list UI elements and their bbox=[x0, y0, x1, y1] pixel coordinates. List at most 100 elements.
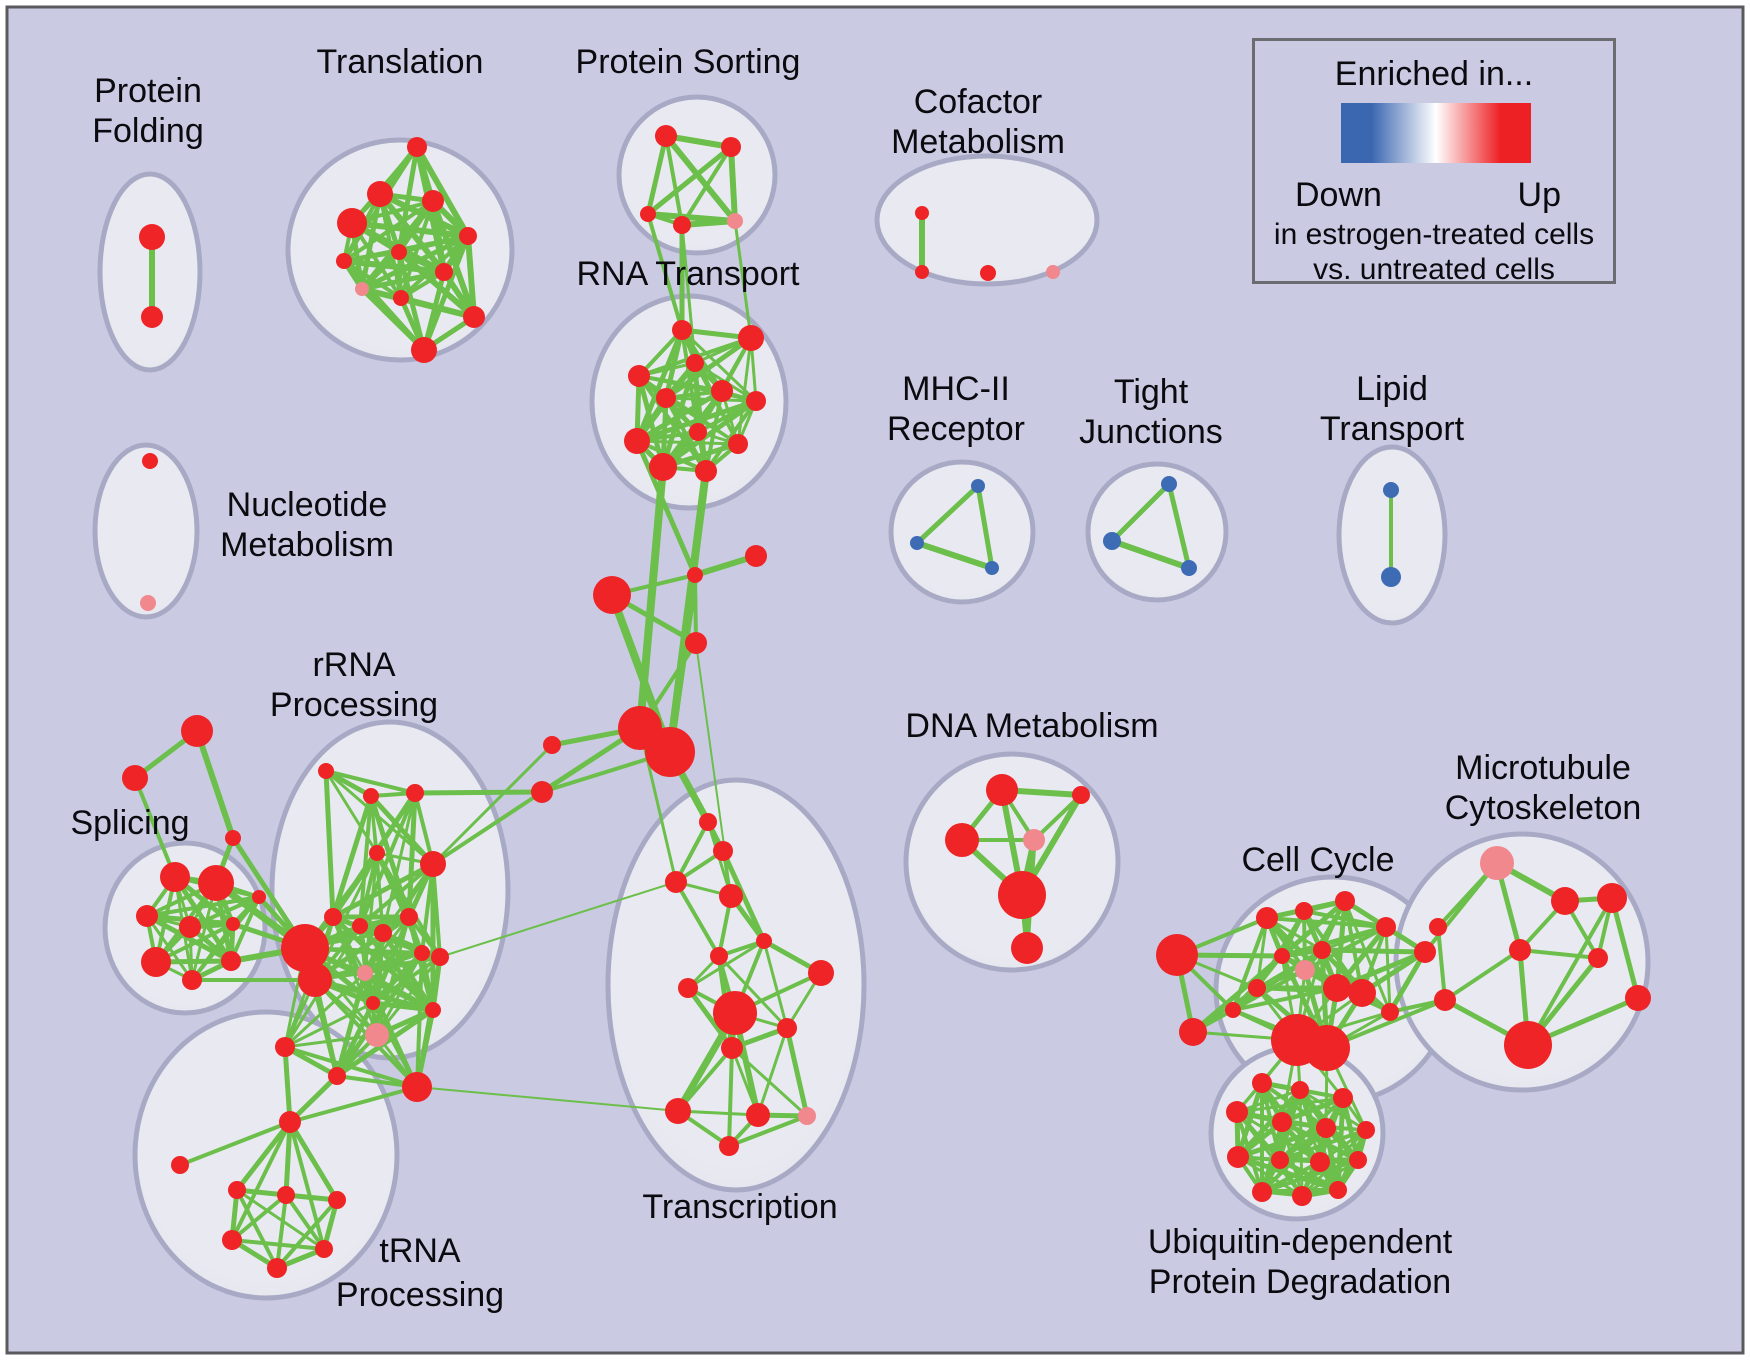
network-node[interactable] bbox=[980, 265, 996, 281]
network-edge[interactable] bbox=[283, 1119, 293, 1198]
network-edge[interactable] bbox=[288, 1120, 326, 1251]
network-node[interactable] bbox=[678, 978, 698, 998]
network-node[interactable] bbox=[363, 788, 379, 804]
network-node[interactable] bbox=[222, 1230, 242, 1250]
network-edge[interactable] bbox=[358, 791, 417, 928]
network-edge[interactable] bbox=[717, 954, 789, 1030]
network-edge[interactable] bbox=[235, 1188, 326, 1251]
network-node[interactable] bbox=[1226, 1101, 1248, 1123]
network-edge[interactable] bbox=[342, 199, 435, 263]
network-edge[interactable] bbox=[645, 133, 669, 217]
network-node[interactable] bbox=[1248, 979, 1266, 997]
network-node[interactable] bbox=[945, 823, 979, 857]
network-edge[interactable] bbox=[1609, 895, 1641, 1001]
network-edge[interactable] bbox=[1343, 899, 1392, 1014]
network-node[interactable] bbox=[1357, 1121, 1375, 1139]
network-edge[interactable] bbox=[975, 483, 995, 571]
network-link-edge[interactable] bbox=[133, 776, 177, 879]
network-node[interactable] bbox=[721, 137, 741, 157]
network-node[interactable] bbox=[1272, 1112, 1292, 1132]
network-node[interactable] bbox=[593, 576, 631, 614]
network-node[interactable] bbox=[1072, 786, 1090, 804]
network-edge[interactable] bbox=[375, 955, 442, 1037]
network-edge[interactable] bbox=[634, 398, 759, 444]
network-node[interactable] bbox=[687, 567, 703, 583]
network-node[interactable] bbox=[160, 862, 190, 892]
network-node[interactable] bbox=[915, 206, 929, 220]
network-edge[interactable] bbox=[1387, 949, 1428, 1015]
network-node[interactable] bbox=[122, 765, 148, 791]
network-link-edge[interactable] bbox=[636, 463, 667, 732]
network-node[interactable] bbox=[406, 784, 424, 802]
network-node[interactable] bbox=[279, 1111, 301, 1133]
network-node[interactable] bbox=[672, 320, 692, 340]
network-edge[interactable] bbox=[381, 791, 417, 935]
network-node[interactable] bbox=[808, 960, 834, 986]
network-edge[interactable] bbox=[1260, 1158, 1360, 1194]
network-node[interactable] bbox=[777, 1018, 797, 1038]
network-node[interactable] bbox=[719, 884, 743, 908]
network-node[interactable] bbox=[1179, 1018, 1207, 1046]
network-node[interactable] bbox=[746, 391, 766, 411]
network-node[interactable] bbox=[745, 545, 767, 567]
network-edge[interactable] bbox=[349, 220, 471, 239]
network-node[interactable] bbox=[1323, 974, 1351, 1002]
network-edge[interactable] bbox=[674, 820, 710, 884]
network-edge[interactable] bbox=[728, 144, 738, 224]
network-node[interactable] bbox=[998, 871, 1046, 919]
network-link-edge[interactable] bbox=[1423, 861, 1499, 954]
network-node[interactable] bbox=[336, 253, 352, 269]
network-edge[interactable] bbox=[371, 1001, 419, 1089]
network-edge[interactable] bbox=[1235, 1088, 1302, 1114]
network-node[interactable] bbox=[699, 813, 717, 831]
network-node[interactable] bbox=[710, 947, 728, 965]
network-node[interactable] bbox=[267, 1258, 287, 1278]
network-edge[interactable] bbox=[370, 914, 412, 1006]
network-edge[interactable] bbox=[914, 483, 981, 546]
network-edge[interactable] bbox=[275, 1193, 288, 1270]
network-edge[interactable] bbox=[178, 1120, 292, 1167]
network-edge[interactable] bbox=[414, 144, 471, 239]
network-edge[interactable] bbox=[371, 955, 442, 1005]
network-edge[interactable] bbox=[685, 985, 735, 1051]
network-node[interactable] bbox=[142, 453, 158, 469]
network-node[interactable] bbox=[1181, 560, 1197, 576]
network-node[interactable] bbox=[628, 365, 650, 387]
network-node[interactable] bbox=[226, 917, 240, 931]
network-node[interactable] bbox=[355, 282, 369, 296]
network-edge[interactable] bbox=[342, 259, 403, 300]
network-node[interactable] bbox=[324, 908, 342, 926]
network-node[interactable] bbox=[1292, 1186, 1312, 1206]
network-node[interactable] bbox=[1597, 883, 1627, 913]
network-node[interactable] bbox=[1225, 1002, 1241, 1018]
network-node[interactable] bbox=[985, 561, 999, 575]
network-node[interactable] bbox=[1295, 960, 1315, 980]
network-node[interactable] bbox=[1304, 1025, 1350, 1071]
network-node[interactable] bbox=[645, 727, 695, 777]
network-node[interactable] bbox=[1023, 829, 1045, 851]
network-edge[interactable] bbox=[1334, 949, 1428, 991]
network-edge[interactable] bbox=[1109, 481, 1172, 544]
network-edge[interactable] bbox=[784, 1025, 810, 1119]
network-node[interactable] bbox=[1227, 1146, 1249, 1168]
network-edge[interactable] bbox=[634, 388, 725, 444]
network-node[interactable] bbox=[686, 354, 704, 372]
network-edge[interactable] bbox=[1443, 948, 1522, 1002]
network-edge[interactable] bbox=[284, 1193, 326, 1251]
network-node[interactable] bbox=[181, 715, 213, 747]
network-node[interactable] bbox=[328, 1067, 346, 1085]
network-node[interactable] bbox=[1348, 979, 1376, 1007]
network-edge[interactable] bbox=[727, 1114, 809, 1148]
network-node[interactable] bbox=[727, 213, 743, 229]
network-edge[interactable] bbox=[1436, 925, 1447, 1002]
network-edge[interactable] bbox=[363, 915, 411, 975]
network-node[interactable] bbox=[640, 206, 656, 222]
network-node[interactable] bbox=[798, 1107, 816, 1125]
network-node[interactable] bbox=[1046, 265, 1060, 279]
network-edge[interactable] bbox=[275, 1198, 339, 1270]
network-node[interactable] bbox=[1295, 902, 1313, 920]
network-edge[interactable] bbox=[323, 768, 336, 920]
network-link-edge[interactable] bbox=[416, 1086, 679, 1112]
network-link-edge[interactable] bbox=[439, 881, 677, 958]
network-edge[interactable] bbox=[368, 793, 436, 867]
